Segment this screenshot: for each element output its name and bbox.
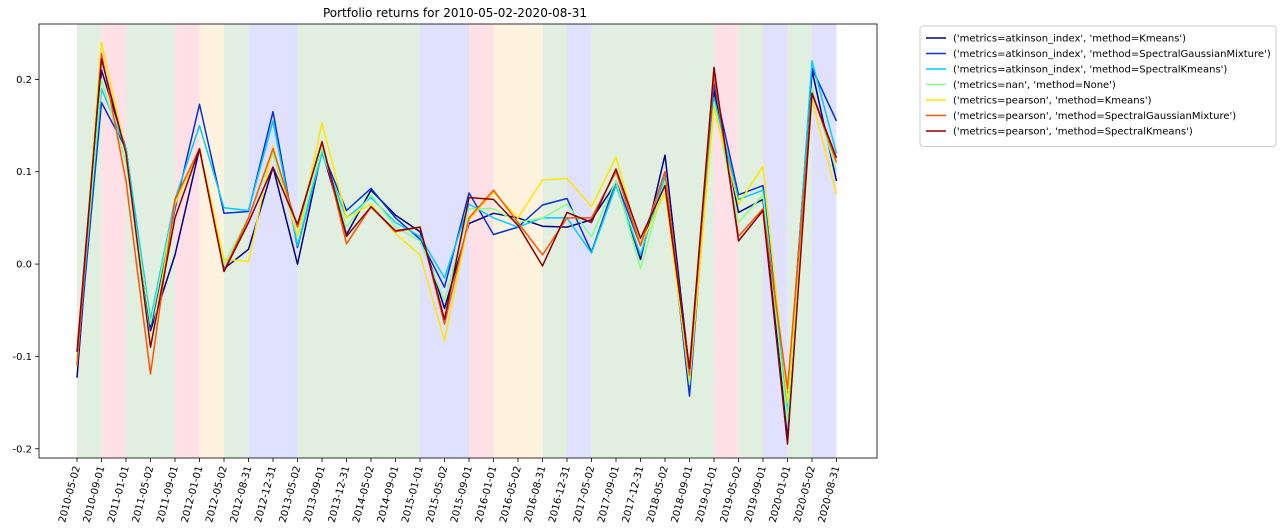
legend-label: ('metrics=nan', 'method=None') [953,80,1116,91]
regime-band [101,24,126,458]
legend-box [919,25,1277,147]
regime-band [175,24,200,458]
regime-band [591,24,714,458]
x-tick-label: 2010-09-01 [82,465,108,524]
legend-label: ('metrics=pearson', 'method=SpectralGaus… [953,111,1236,122]
x-tick-label: 2011-09-01 [155,465,181,524]
legend: ('metrics=atkinson_index', 'method=Kmean… [919,25,1277,147]
regime-band [297,24,420,458]
y-axis: -0.2 -0.1 0.0 0.1 0.2 [12,75,39,455]
x-tick-label: 2013-05-02 [278,465,304,524]
x-tick-label: 2012-01-01 [180,465,206,524]
x-tick-label: 2018-09-01 [670,465,696,524]
regime-band [567,24,592,458]
x-tick-label: 2020-08-31 [817,465,843,524]
regime-band [248,24,298,458]
regime-band [493,24,543,458]
x-tick-label: 2019-01-01 [694,465,720,524]
x-tick-label: 2015-01-01 [400,465,426,524]
x-tick-label: 2018-05-02 [645,465,671,524]
regime-band [469,24,494,458]
x-tick-label: 2019-05-02 [719,465,745,524]
x-tick-label: 2017-12-31 [621,465,647,524]
legend-label: ('metrics=pearson', 'method=Kmeans') [953,96,1152,107]
x-tick-label: 2012-08-31 [229,465,255,524]
y-tick-label: 0.0 [16,260,32,271]
x-tick-label: 2017-05-02 [572,465,598,524]
series-line [76,58,838,445]
x-tick-label: 2020-05-02 [792,465,818,524]
x-tick-label: 2016-05-02 [498,465,524,524]
x-tick-label: 2014-09-01 [376,465,402,524]
plot-frame [38,23,878,459]
legend-label: ('metrics=atkinson_index', 'method=Spect… [953,49,1271,60]
x-tick-label: 2015-09-01 [449,465,475,524]
y-tick-label: -0.1 [12,352,32,363]
x-tick-label: 2012-05-02 [204,465,230,524]
x-tick-label: 2019-09-01 [743,465,769,524]
x-tick-label: 2013-09-01 [302,465,328,524]
chart-title: Portfolio returns for 2010-05-02-2020-08… [323,6,587,20]
regime-band [420,24,469,458]
x-tick-label: 2017-09-01 [596,465,622,524]
x-tick-label: 2014-05-02 [351,465,377,524]
regime-band [738,24,763,458]
x-tick-label: 2013-12-31 [327,465,353,524]
x-tick-label: 2012-12-31 [253,465,279,524]
regime-bands [77,24,837,458]
x-tick-label: 2016-01-01 [474,465,500,524]
legend-label: ('metrics=atkinson_index', 'method=Spect… [953,65,1227,76]
series-lines [76,41,838,445]
x-tick-label: 2010-05-02 [57,465,83,524]
y-tick-label: -0.2 [12,444,32,455]
x-tick-label: 2016-12-31 [547,465,573,524]
regime-band [542,24,567,458]
x-axis: 2010-05-022010-09-012011-01-012011-05-02… [57,458,842,524]
x-tick-label: 2015-05-02 [425,465,451,524]
y-tick-label: 0.2 [16,75,32,86]
x-tick-label: 2016-08-31 [523,465,549,524]
legend-label: ('metrics=pearson', 'method=SpectralKmea… [953,127,1193,138]
legend-label: ('metrics=atkinson_index', 'method=Kmean… [953,34,1186,45]
x-tick-label: 2020-01-01 [768,465,794,524]
y-tick-label: 0.1 [16,167,32,178]
x-tick-label: 2011-01-01 [106,465,132,524]
x-tick-label: 2011-05-02 [131,465,157,524]
